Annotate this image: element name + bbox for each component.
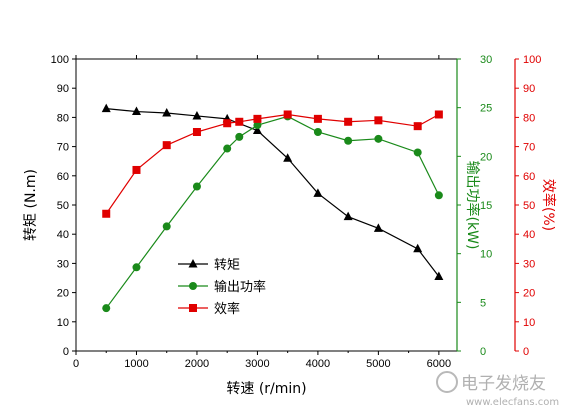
x-tick-label: 2000: [185, 358, 209, 370]
legend-marker: [189, 304, 197, 312]
x-tick-label: 0: [73, 358, 79, 370]
legend-label: 输出功率: [214, 279, 266, 295]
data-point: [344, 136, 353, 145]
right1-tick-label: 15: [480, 200, 492, 212]
right2-tick-label: 30: [523, 258, 535, 270]
series: [101, 103, 444, 313]
right1-tick-label: 5: [480, 297, 486, 309]
left-tick-label: 30: [57, 258, 69, 270]
data-point: [252, 125, 262, 135]
x-axis-title: 转速 (r/min): [226, 381, 306, 397]
x-tick-label: 4000: [306, 358, 330, 370]
plot-frame: [75, 58, 458, 352]
right1-tick-label: 30: [480, 54, 492, 66]
data-point: [373, 223, 383, 232]
data-point: [192, 182, 201, 191]
x-tick-label: 3000: [245, 358, 269, 370]
right1-tick-label: 10: [480, 249, 492, 261]
right2-tick-label: 70: [523, 142, 535, 154]
right2-tick-label: 90: [523, 83, 535, 95]
data-point: [131, 106, 141, 116]
right2-tick-label: 10: [523, 317, 535, 329]
data-point: [374, 116, 383, 125]
data-point: [434, 110, 443, 119]
data-point: [413, 122, 422, 131]
right1-tick-label: 20: [480, 151, 492, 163]
series-2: [102, 112, 443, 313]
data-point: [434, 191, 443, 200]
data-point: [344, 117, 353, 126]
data-point: [162, 222, 171, 231]
data-point: [374, 134, 383, 143]
left-tick-label: 60: [57, 171, 69, 183]
series-1: [101, 103, 444, 281]
data-point: [162, 141, 171, 150]
right2-tick-label: 100: [523, 54, 541, 66]
right2-tick-label: 40: [523, 229, 535, 241]
watermark-text: 电子发烧友: [461, 374, 546, 394]
legend-label: 效率: [214, 301, 240, 317]
data-point: [343, 211, 353, 221]
right2-tick-label: 50: [523, 200, 535, 212]
legend-marker: [188, 259, 198, 268]
right2-axis-title: 效率(%): [540, 179, 557, 231]
left-tick-label: 80: [57, 112, 69, 124]
data-point: [102, 209, 111, 218]
left-axis-title: 转矩 (N.m): [23, 169, 39, 241]
watermark-logo-icon: [436, 371, 458, 393]
data-point: [192, 128, 201, 136]
data-point: [102, 304, 111, 313]
data-point: [223, 119, 232, 128]
left-tick-label: 20: [57, 288, 69, 300]
data-point: [413, 148, 422, 157]
x-tick-label: 6000: [427, 358, 451, 370]
data-point: [223, 144, 232, 153]
right1-tick-label: 25: [480, 103, 492, 115]
data-point: [434, 271, 444, 281]
data-point: [313, 128, 322, 136]
series-line: [105, 113, 440, 215]
left-tick-label: 100: [51, 54, 69, 66]
x-tick-label: 1000: [124, 358, 148, 370]
data-point: [235, 117, 244, 126]
left-tick-label: 70: [57, 142, 69, 154]
legend-label: 转矩: [214, 258, 240, 273]
left-tick-label: 10: [57, 317, 69, 329]
left-tick-label: 90: [57, 83, 69, 95]
right2-tick-label: 80: [523, 112, 535, 124]
watermark-url: www.elecfans.com: [466, 397, 559, 408]
right1-axis-title: 输出功率(kW): [464, 161, 481, 250]
data-point: [413, 243, 423, 253]
data-point: [235, 132, 244, 141]
data-point: [313, 114, 322, 123]
series-3: [102, 110, 443, 218]
data-point: [132, 263, 141, 272]
watermark: 电子发烧友 www.elecfans.com: [436, 371, 559, 408]
right2-tick-label: 20: [523, 288, 535, 300]
right2-tick-label: 0: [523, 346, 529, 358]
legend-marker: [189, 282, 197, 290]
data-point: [162, 108, 172, 117]
data-point: [101, 103, 111, 113]
data-point: [283, 153, 293, 162]
data-point: [313, 188, 323, 197]
left-tick-label: 50: [57, 200, 69, 212]
data-point: [192, 110, 202, 120]
x-tick-label: 5000: [366, 358, 390, 370]
left-tick-label: 40: [57, 229, 69, 241]
data-point: [253, 121, 262, 130]
data-point: [253, 114, 262, 123]
right1-tick-label: 0: [480, 346, 486, 358]
left-tick-label: 0: [63, 346, 69, 358]
right2-tick-label: 60: [523, 171, 535, 183]
series-line: [106, 108, 440, 277]
data-point: [283, 110, 292, 119]
data-point: [132, 165, 141, 174]
